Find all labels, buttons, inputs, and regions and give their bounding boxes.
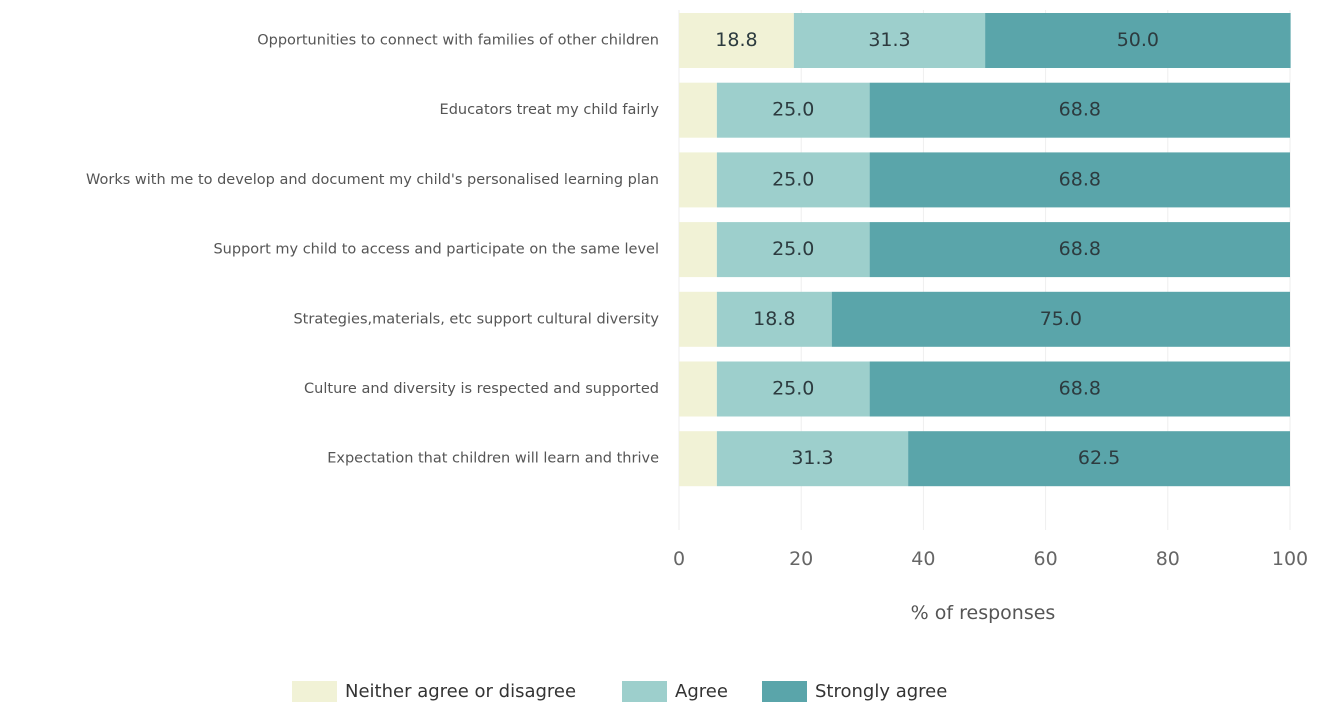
legend-label: Neither agree or disagree xyxy=(345,681,576,702)
bar-segment xyxy=(869,361,1290,417)
legend-swatch xyxy=(622,681,667,702)
bar-segment xyxy=(869,222,1290,278)
data-label: 25.0 xyxy=(772,168,814,190)
data-label: 18.8 xyxy=(753,308,795,330)
category-label: Opportunities to connect with families o… xyxy=(257,33,659,49)
data-label: 25.0 xyxy=(772,238,814,260)
category-label: Culture and diversity is respected and s… xyxy=(304,381,659,397)
category-label: Strategies,materials, etc support cultur… xyxy=(293,311,659,327)
data-labels: 18.8 31.3 50.0 25.0 68.8 25.0 68.8 25.0 68.8 18.8… xyxy=(715,29,1159,469)
bar-segment xyxy=(679,222,717,278)
bar-segment xyxy=(985,13,1291,68)
x-tick-label: 80 xyxy=(1156,548,1180,570)
bar-segment xyxy=(679,361,717,417)
category-label: Support my child to access and participa… xyxy=(213,242,659,258)
x-tick-label: 60 xyxy=(1034,548,1058,570)
bar-segment xyxy=(679,152,717,208)
bar-segment xyxy=(869,82,1290,138)
x-tick-label: 0 xyxy=(673,548,685,570)
bar-segment xyxy=(716,431,909,487)
bar-segment xyxy=(679,431,717,487)
category-labels: Opportunities to connect with families o… xyxy=(86,33,659,467)
x-axis-ticks: 0 20 40 60 80 100 xyxy=(673,548,1308,570)
category-label: Works with me to develop and document my… xyxy=(86,172,659,188)
x-tick-label: 20 xyxy=(789,548,813,570)
bar-segment xyxy=(831,291,1290,347)
bar-segment xyxy=(908,431,1290,487)
bar-segment xyxy=(793,13,986,68)
data-label: 31.3 xyxy=(791,447,833,469)
data-label: 25.0 xyxy=(772,99,814,121)
bar-segment xyxy=(716,82,870,138)
x-tick-label: 100 xyxy=(1272,548,1308,570)
bar-segment xyxy=(716,291,832,347)
x-tick-label: 40 xyxy=(911,548,935,570)
data-label: 68.8 xyxy=(1059,168,1101,190)
bar-segment xyxy=(716,222,870,278)
legend-swatch xyxy=(292,681,337,702)
bar-segment xyxy=(716,361,870,417)
category-label: Educators treat my child fairly xyxy=(440,102,660,118)
bar-segment xyxy=(716,152,870,208)
data-label: 25.0 xyxy=(772,378,814,400)
bars xyxy=(679,13,1291,487)
bar-segment xyxy=(679,291,717,347)
legend: Neither agree or disagree Agree Strongly a… xyxy=(292,681,947,702)
bar-segment xyxy=(679,13,794,68)
data-label: 75.0 xyxy=(1040,308,1082,330)
category-label: Expectation that children will learn and… xyxy=(327,451,659,467)
x-axis-title: % of responses xyxy=(911,602,1056,624)
data-label: 18.8 xyxy=(715,29,757,51)
legend-swatch xyxy=(762,681,807,702)
data-label: 68.8 xyxy=(1059,238,1101,260)
bar-segment xyxy=(679,82,717,138)
data-label: 68.8 xyxy=(1059,99,1101,121)
data-label: 31.3 xyxy=(868,29,910,51)
legend-label: Strongly agree xyxy=(815,681,947,702)
data-label: 68.8 xyxy=(1059,378,1101,400)
bar-segment xyxy=(869,152,1290,208)
data-label: 50.0 xyxy=(1117,29,1159,51)
legend-label: Agree xyxy=(675,681,728,702)
data-label: 62.5 xyxy=(1078,447,1120,469)
